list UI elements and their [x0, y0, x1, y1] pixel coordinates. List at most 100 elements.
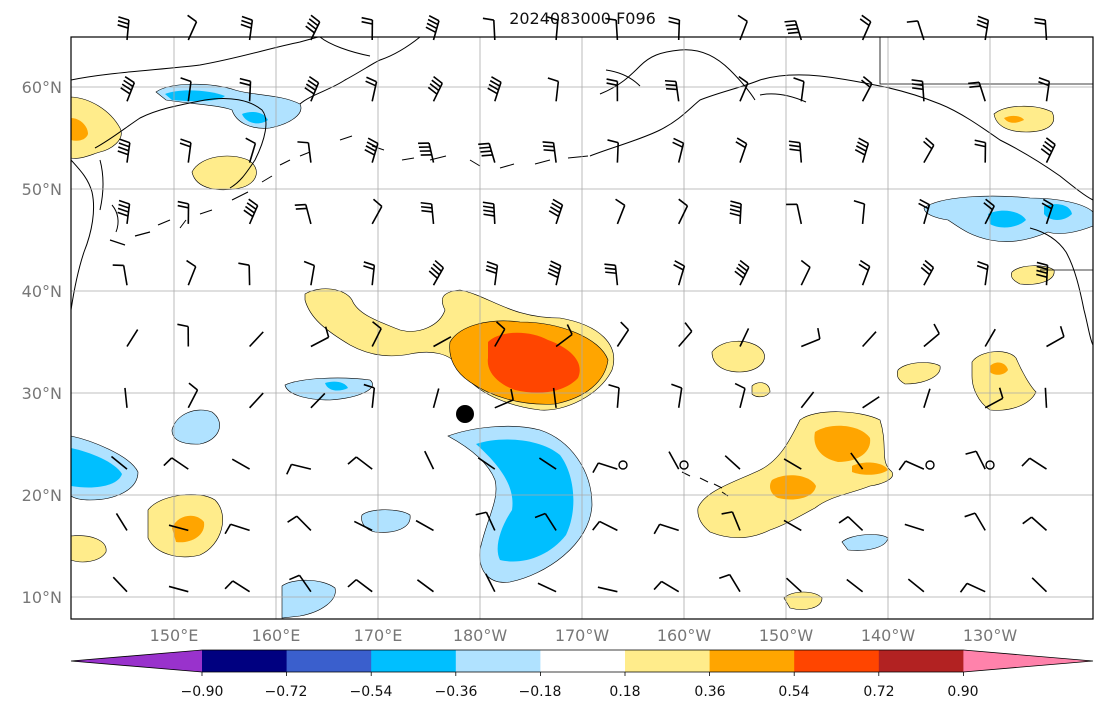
- wind-barb-staff: [433, 336, 452, 348]
- wind-barb-feather: [486, 264, 498, 271]
- wind-barb-feather: [1038, 77, 1050, 83]
- wind-barb-staff: [432, 388, 440, 409]
- wind-barb-feather: [550, 206, 561, 214]
- wind-barb-feather: [123, 79, 134, 88]
- wind-barb-feather: [861, 14, 872, 23]
- wind-barb-feather: [858, 263, 869, 271]
- colorbar-tick-label: 0.54: [778, 684, 810, 700]
- wind-barb-feather: [1034, 17, 1046, 21]
- wind-barb-feather: [485, 268, 497, 275]
- wind-barb-feather: [924, 259, 934, 269]
- wind-barb-feather: [224, 580, 234, 590]
- wind-barb-staff: [861, 203, 866, 224]
- wind-barb-feather: [487, 87, 498, 95]
- colorbar-segment: [709, 650, 795, 672]
- wind-barb-feather: [248, 198, 259, 207]
- wind-barb-feather: [179, 142, 191, 148]
- wind-barb-feather: [592, 462, 600, 474]
- wind-barb-staff: [310, 265, 316, 286]
- wind-barb-feather: [177, 323, 189, 328]
- wind-barb-feather: [1036, 261, 1048, 267]
- wind-barb-staff: [966, 582, 986, 593]
- wind-barb-staff: [668, 451, 680, 470]
- wind-barb-feather: [788, 140, 800, 144]
- wind-barb-feather: [739, 259, 750, 268]
- wind-barb-feather: [838, 516, 849, 524]
- wind-barb-staff: [800, 391, 815, 409]
- wind-barb-staff: [552, 387, 557, 408]
- wind-barb-staff: [248, 143, 257, 163]
- graticule: [71, 37, 1093, 619]
- wind-barb-feather: [859, 18, 870, 27]
- wind-barb-staff: [291, 463, 312, 470]
- wind-barb-feather: [304, 87, 315, 95]
- wind-barb-feather: [911, 79, 923, 83]
- wind-barb-feather: [552, 198, 563, 206]
- wind-barb-feather: [427, 86, 438, 95]
- wind-barb-feather: [239, 81, 251, 87]
- wind-barb-staff: [298, 574, 312, 593]
- wind-barb-feather: [862, 75, 873, 85]
- wind-barb-staff: [230, 523, 250, 532]
- wind-barb-staff: [846, 578, 864, 593]
- wind-barb-feather: [1036, 273, 1048, 278]
- wind-barb-feather: [307, 79, 318, 88]
- wind-barb-feather: [548, 268, 560, 275]
- wind-barb-staff: [800, 338, 821, 348]
- wind-barb-feather: [363, 265, 375, 271]
- wind-barb-feather: [420, 205, 433, 209]
- wind-barb-staff: [783, 519, 802, 532]
- wind-barb-feather: [1042, 144, 1053, 153]
- colorbar-tick-label: −0.54: [349, 684, 393, 700]
- wind-barb-feather: [243, 209, 254, 218]
- lon-label-150e: 150°E: [149, 626, 199, 645]
- wind-barb-feather: [364, 149, 375, 156]
- wind-barb-staff: [168, 585, 189, 593]
- wind-barb-feather: [977, 260, 989, 267]
- wind-barb-feather: [479, 146, 491, 149]
- wind-barb-staff: [544, 513, 557, 531]
- wind-barb-feather: [737, 14, 748, 23]
- wind-barb-feather: [664, 79, 676, 83]
- wind-barb-feather: [245, 137, 256, 145]
- wind-barb-feather: [671, 383, 682, 389]
- wind-barb-feather: [310, 14, 321, 23]
- wind-barb-feather: [120, 87, 131, 95]
- wind-barb-feather: [425, 26, 437, 34]
- wind-barb-staff: [231, 458, 250, 470]
- wind-barb-staff: [371, 205, 383, 225]
- wind-barb-staff: [187, 389, 199, 409]
- wind-barb-staff: [415, 519, 434, 532]
- wind-barb-feather: [495, 321, 506, 330]
- wind-barb-feather: [551, 202, 562, 210]
- wind-barb-staff: [783, 458, 802, 470]
- wind-barb-staff: [677, 205, 689, 225]
- wind-barb-feather: [294, 203, 306, 206]
- wind-barb-feather: [548, 210, 560, 218]
- wind-barb-feather: [976, 264, 988, 271]
- wind-barb-feather: [607, 139, 619, 144]
- wind-barb-staff: [724, 455, 741, 470]
- wind-barb-feather: [431, 79, 442, 88]
- lon-label-170e: 170°E: [353, 626, 403, 645]
- wind-barb-staff: [538, 457, 557, 470]
- wind-barb-feather: [923, 140, 933, 150]
- wind-barb-feather: [737, 263, 748, 272]
- wind-barb-staff: [296, 515, 312, 531]
- wind-barb-staff: [796, 204, 803, 225]
- wind-barb-staff: [847, 516, 864, 531]
- colorbar-segment: [371, 650, 457, 672]
- lat-label-40n: 40°N: [21, 282, 62, 301]
- lon-label-150w: 150°W: [758, 626, 814, 645]
- lon-label-130w: 130°W: [962, 626, 1018, 645]
- wind-barb-feather: [965, 450, 977, 455]
- wind-barb-feather: [730, 200, 742, 205]
- wind-barb-feather: [898, 460, 907, 471]
- wind-barb-feather: [534, 512, 546, 519]
- wind-barb-feather: [118, 146, 129, 152]
- wind-barb-staff: [122, 265, 128, 286]
- wind-barb-feather: [789, 148, 801, 152]
- wind-barb-feather: [976, 23, 988, 29]
- wind-barb-feather: [789, 144, 801, 148]
